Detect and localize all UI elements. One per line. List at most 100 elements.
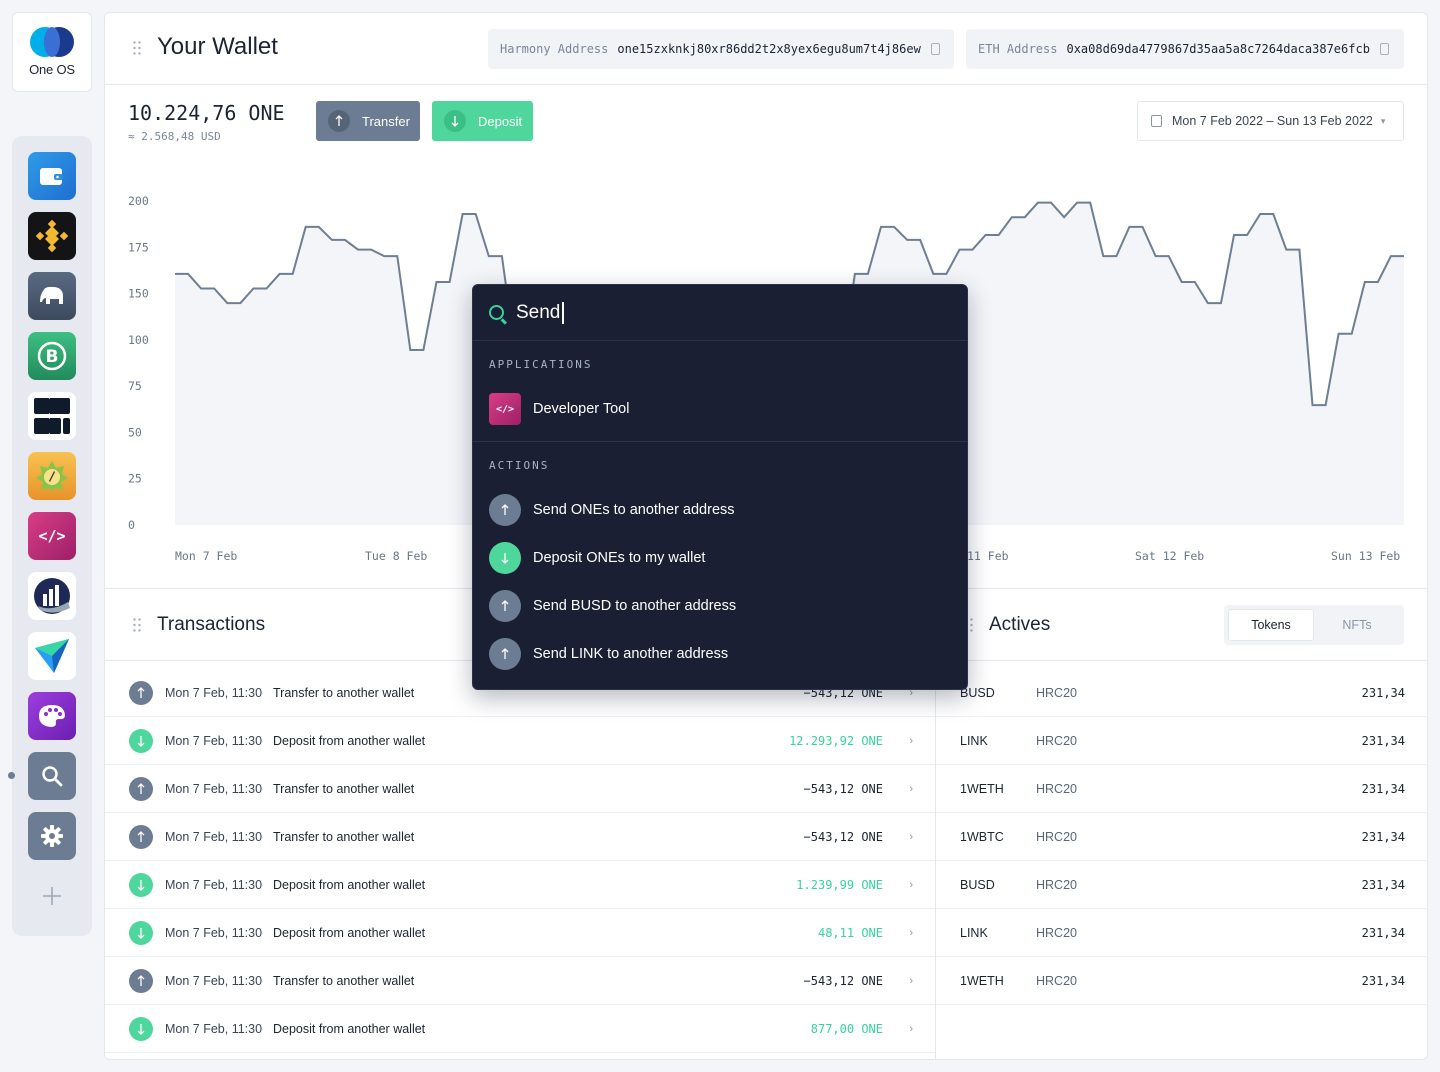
palette-action[interactable]: Send ONEs to another address (489, 494, 735, 526)
active-row[interactable]: 1WBTC HRC20 231,34 (936, 813, 1427, 861)
arrow-up-icon (489, 590, 521, 622)
chevron-right-icon[interactable]: › (909, 686, 913, 699)
y-tick-label: 100 (128, 333, 149, 347)
active-token: LINK (960, 733, 988, 748)
x-tick-label: Mon 7 Feb (175, 549, 237, 563)
arrow-up-icon (129, 776, 153, 801)
transaction-row[interactable]: Mon 7 Feb, 11:30 Deposit from another wal… (105, 861, 935, 909)
transaction-amount: 12.293,92 ONE (789, 733, 883, 748)
transaction-description: Transfer to another wallet (273, 781, 415, 796)
transaction-description: Deposit from another wallet (273, 1021, 426, 1036)
arrow-up-icon (129, 680, 153, 705)
palette-app-icon[interactable] (28, 692, 76, 740)
one-os-logo[interactable]: One OS (12, 12, 92, 92)
deposit-button[interactable]: Deposit (432, 101, 533, 141)
logo-mark-icon (29, 27, 75, 57)
date-range-value: Mon 7 Feb 2022 – Sun 13 Feb 2022 (1172, 114, 1373, 128)
active-row[interactable]: 1WETH HRC20 231,34 (936, 765, 1427, 813)
transfer-button[interactable]: Transfer (316, 101, 420, 141)
palette-app-developer-tool[interactable]: </> Developer Tool (489, 393, 629, 425)
transaction-amount: 877,00 ONE (810, 1021, 883, 1036)
app-dock: B </> (12, 136, 92, 936)
active-row[interactable]: LINK HRC20 231,34 (936, 909, 1427, 957)
transaction-description: Transfer to another wallet (273, 829, 415, 844)
arrow-up-icon (489, 494, 521, 526)
logo-text: One OS (29, 62, 75, 77)
bitcoin-cash-app-icon[interactable]: B (28, 332, 76, 380)
code-icon: </> (489, 393, 521, 425)
tab-tokens[interactable]: Tokens (1228, 609, 1314, 641)
chevron-right-icon[interactable]: › (909, 926, 913, 939)
transaction-row[interactable]: Mon 7 Feb, 11:30 Deposit from another wal… (105, 909, 935, 957)
wallet-app-icon[interactable] (28, 152, 76, 200)
active-row[interactable]: LINK HRC20 231,34 (936, 717, 1427, 765)
harmony-address-field[interactable]: Harmony Address one15zxknkj80xr86dd2t2x8… (488, 29, 954, 69)
drag-handle-icon[interactable] (133, 41, 143, 55)
active-app-indicator (8, 772, 15, 779)
tab-nfts[interactable]: NFTs (1342, 618, 1372, 632)
search-app-icon[interactable] (28, 752, 76, 800)
x-tick-label: Tue 8 Feb (365, 549, 427, 563)
chevron-right-icon[interactable]: › (909, 782, 913, 795)
grid-app-icon[interactable] (28, 392, 76, 440)
active-value: 231,34 (1361, 829, 1405, 844)
transaction-date: Mon 7 Feb, 11:30 (165, 829, 263, 844)
arrow-up-icon (129, 824, 153, 849)
text-caret (562, 301, 564, 324)
drag-handle-icon[interactable] (133, 618, 143, 632)
elephant-app-icon[interactable] (28, 272, 76, 320)
date-range-picker[interactable]: Mon 7 Feb 2022 – Sun 13 Feb 2022 ▾ (1137, 101, 1404, 141)
actions-heading: ACTIONS (489, 459, 550, 472)
active-standard: HRC20 (1036, 829, 1077, 844)
transaction-row[interactable]: Mon 7 Feb, 11:30 Deposit from another wal… (105, 1005, 935, 1053)
settings-app-icon[interactable] (28, 812, 76, 860)
add-app-icon[interactable] (28, 872, 76, 920)
palette-action[interactable]: Deposit ONEs to my wallet (489, 542, 705, 574)
lists-vertical-divider (935, 661, 936, 1059)
palette-action[interactable]: Send BUSD to another address (489, 590, 736, 622)
copy-icon[interactable] (930, 43, 940, 55)
arrow-down-icon (129, 872, 153, 897)
chevron-right-icon[interactable]: › (909, 1022, 913, 1035)
y-tick-label: 175 (128, 240, 149, 254)
viper-app-icon[interactable] (28, 632, 76, 680)
chevron-right-icon[interactable]: › (909, 734, 913, 747)
x-tick-label: Sat 12 Feb (1135, 549, 1204, 563)
palette-action[interactable]: Send LINK to another address (489, 638, 728, 670)
transaction-row[interactable]: Mon 7 Feb, 11:30 Deposit from another wal… (105, 717, 935, 765)
analytics-app-icon[interactable] (28, 572, 76, 620)
harmony-address-value: one15zxknkj80xr86dd2t2x8yex6egu8um7t4j86… (617, 42, 921, 56)
transaction-description: Deposit from another wallet (273, 877, 426, 892)
transaction-description: Transfer to another wallet (273, 973, 415, 988)
y-tick-label: 25 (128, 472, 142, 486)
applications-heading: APPLICATIONS (489, 358, 593, 371)
developer-tool-app-icon[interactable]: </> (28, 512, 76, 560)
active-row[interactable]: BUSD HRC20 231,34 (936, 669, 1427, 717)
arrow-up-icon (129, 968, 153, 993)
transaction-description: Transfer to another wallet (273, 685, 415, 700)
eth-address-field[interactable]: ETH Address 0xa08d69da4779867d35aa5a8c72… (966, 29, 1404, 69)
transaction-row[interactable]: Mon 7 Feb, 11:30 Transfer to another wall… (105, 765, 935, 813)
copy-icon[interactable] (1379, 43, 1389, 55)
chevron-right-icon[interactable]: › (909, 974, 913, 987)
active-token: BUSD (960, 685, 995, 700)
y-tick-label: 150 (128, 287, 149, 301)
binance-app-icon[interactable] (28, 212, 76, 260)
transaction-amount: 1.239,99 ONE (796, 877, 883, 892)
arrow-down-icon (129, 728, 153, 753)
active-row[interactable]: BUSD HRC20 231,34 (936, 861, 1427, 909)
chevron-right-icon[interactable]: › (909, 878, 913, 891)
badge-app-icon[interactable] (28, 452, 76, 500)
transactions-title: Transactions (157, 614, 266, 635)
palette-search[interactable]: Send (473, 285, 967, 341)
palette-search-input[interactable]: Send (516, 301, 561, 323)
transaction-row[interactable]: Mon 7 Feb, 11:30 Transfer to another wall… (105, 957, 935, 1005)
transaction-amount: −543,12 ONE (803, 781, 883, 796)
transaction-row[interactable]: Mon 7 Feb, 11:30 Transfer to another wall… (105, 813, 935, 861)
active-standard: HRC20 (1036, 685, 1077, 700)
balance-usd: ≈ 2.568,48 USD (128, 130, 221, 143)
active-row[interactable]: 1WETH HRC20 231,34 (936, 957, 1427, 1005)
wallet-window: Your Wallet Harmony Address one15zxknkj8… (104, 12, 1428, 1060)
actives-tabs: Tokens NFTs (1224, 605, 1404, 645)
chevron-right-icon[interactable]: › (909, 830, 913, 843)
